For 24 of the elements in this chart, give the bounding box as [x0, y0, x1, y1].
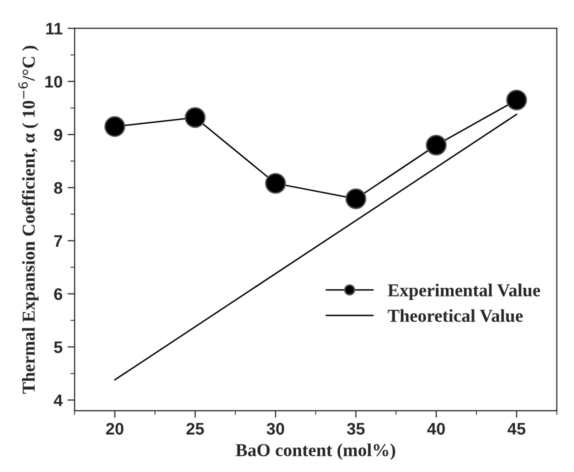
point [265, 172, 286, 194]
point [426, 134, 447, 156]
point [506, 90, 528, 110]
y-tick-label: 8 [54, 182, 62, 194]
y-tick-label: 10 [45, 76, 62, 88]
point [104, 116, 126, 137]
x-tick-label: 40 [427, 422, 445, 435]
x-tick-label: 35 [346, 422, 365, 435]
legend-label: Theoretical Value [388, 309, 523, 322]
y-tick-label: 5 [54, 341, 62, 354]
x-tick-label: 20 [106, 422, 124, 435]
y-tick-label: 4 [54, 394, 63, 406]
x-tick-label: 25 [186, 422, 204, 435]
y-tick-label: 9 [54, 128, 62, 141]
y-axis-title: Thermal Expansion Coefficient, α ( 10$^{−6}$/°C ) [18, 46, 38, 394]
point [184, 107, 206, 128]
y-tick-label: 11 [46, 22, 62, 34]
point [345, 188, 366, 210]
x-tick-label: 45 [508, 423, 526, 435]
y-tick-label: 7 [54, 235, 62, 247]
x-axis-title: BaO content (mol%) [236, 444, 396, 460]
y-tick-label: 6 [54, 288, 62, 300]
x-tick-label: 30 [266, 422, 284, 435]
legend-label: Experimental Value [388, 284, 540, 300]
